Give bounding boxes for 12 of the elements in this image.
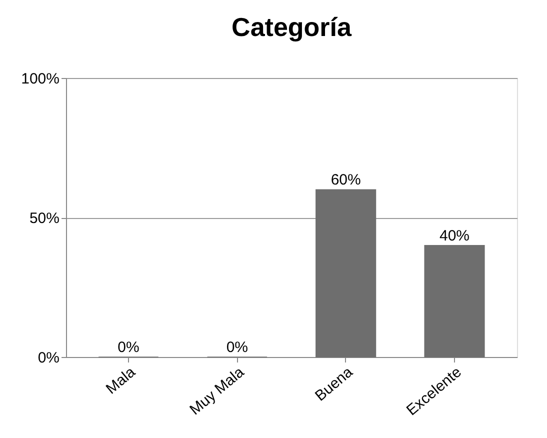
y-tick-label: 50% [29, 210, 60, 227]
data-label: 60% [330, 172, 361, 189]
data-label: 0% [118, 339, 140, 356]
x-tick-label: Mala [102, 363, 140, 398]
bar [316, 189, 376, 358]
data-label: 0% [226, 339, 248, 356]
bar [424, 245, 485, 358]
y-tick-label: 0% [38, 350, 60, 366]
chart-title: Categoría [232, 12, 352, 42]
x-tick-label: Muy Mala [186, 363, 248, 419]
y-tick-label: 100% [21, 70, 60, 88]
data-label: 40% [439, 227, 470, 244]
